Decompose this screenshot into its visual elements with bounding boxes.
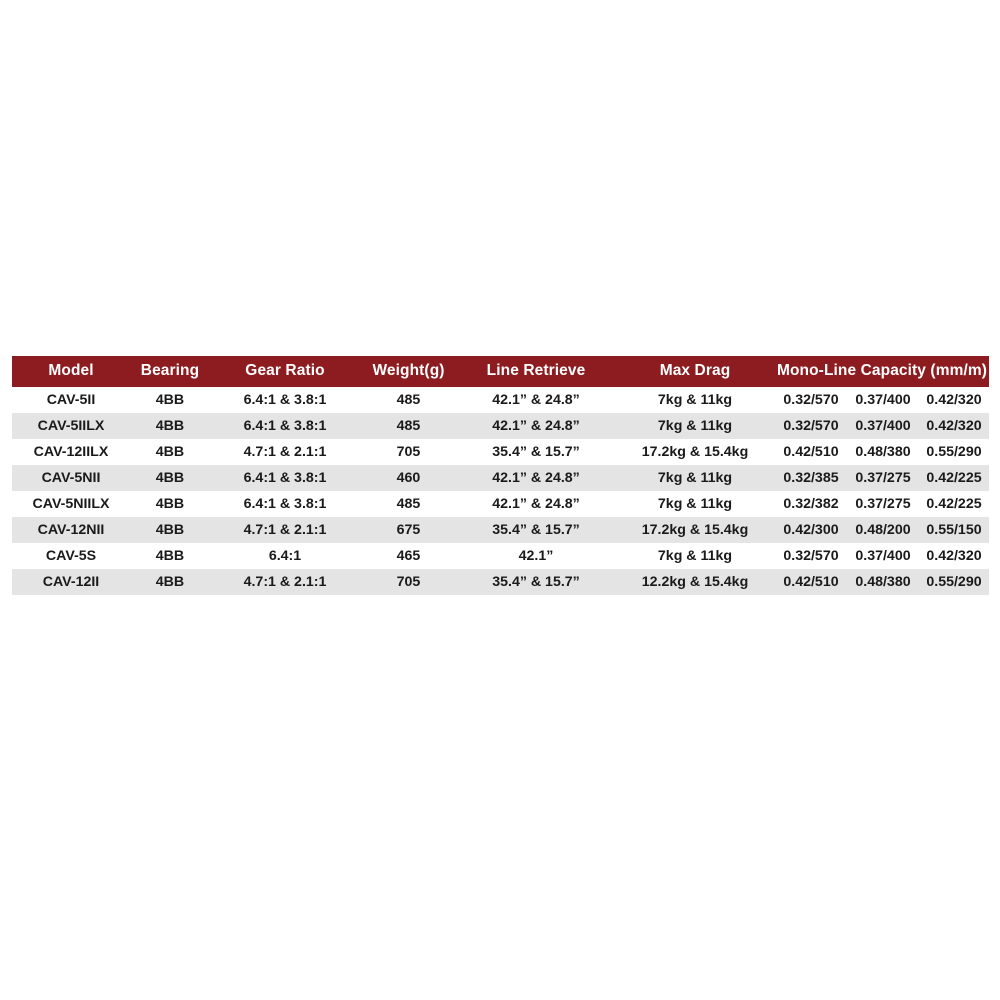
column-header-mono-line-capacity: Mono-Line Capacity (mm/m) (776, 362, 988, 379)
spec-table-container: Model Bearing Gear Ratio Weight(g) Line … (12, 356, 989, 595)
cell-mono-capacity-1: 0.42/510 (783, 574, 839, 590)
cell-mono-capacity-1: 0.32/570 (783, 548, 839, 564)
cell-bearing: 4BB (155, 522, 185, 538)
cell-mono-capacity-1: 0.42/300 (783, 522, 839, 538)
cell-mono-capacity-3: 0.42/320 (926, 392, 982, 408)
cell-bearing: 4BB (155, 470, 185, 486)
cell-mono-capacity-2: 0.48/380 (855, 574, 911, 590)
cell-gear-ratio: 6.4:1 & 3.8:1 (243, 392, 327, 408)
cell-model: CAV-5NIILX (32, 496, 110, 512)
column-header-model: Model (48, 362, 94, 379)
cell-mono-capacity-3: 0.55/290 (926, 574, 982, 590)
column-header-line-retrieve: Line Retrieve (486, 362, 586, 379)
cell-mono-capacity-1: 0.32/570 (783, 418, 839, 434)
cell-bearing: 4BB (155, 548, 185, 564)
cell-mono-capacity-3: 0.55/290 (926, 444, 982, 460)
cell-weight: 705 (396, 444, 421, 460)
cell-weight: 705 (396, 574, 421, 590)
cell-bearing: 4BB (155, 574, 185, 590)
cell-line-retrieve: 35.4” & 15.7” (492, 574, 580, 590)
cell-max-drag: 7kg & 11kg (657, 392, 733, 408)
cell-max-drag: 17.2kg & 15.4kg (641, 444, 749, 460)
table-header-row: Model Bearing Gear Ratio Weight(g) Line … (12, 356, 989, 387)
table-row: CAV-12NII 4BB 4.7:1 & 2.1:1 675 35.4” & … (12, 517, 989, 543)
cell-max-drag: 12.2kg & 15.4kg (641, 574, 749, 590)
cell-gear-ratio: 4.7:1 & 2.1:1 (243, 574, 327, 590)
cell-weight: 460 (396, 470, 421, 486)
table-header: Model Bearing Gear Ratio Weight(g) Line … (12, 356, 989, 387)
cell-mono-capacity-2: 0.37/275 (855, 496, 911, 512)
cell-line-retrieve: 42.1” & 24.8” (492, 418, 580, 434)
cell-mono-capacity-1: 0.32/570 (783, 392, 839, 408)
cell-bearing: 4BB (155, 444, 185, 460)
reel-specification-table: Model Bearing Gear Ratio Weight(g) Line … (12, 356, 989, 595)
table-row: CAV-5II 4BB 6.4:1 & 3.8:1 485 42.1” & 24… (12, 387, 989, 413)
cell-max-drag: 17.2kg & 15.4kg (641, 522, 749, 538)
cell-gear-ratio: 4.7:1 & 2.1:1 (243, 444, 327, 460)
cell-mono-capacity-1: 0.42/510 (783, 444, 839, 460)
cell-mono-capacity-3: 0.42/225 (926, 470, 982, 486)
cell-gear-ratio: 6.4:1 (268, 548, 302, 564)
cell-bearing: 4BB (155, 496, 185, 512)
cell-weight: 485 (396, 392, 421, 408)
table-row: CAV-5NII 4BB 6.4:1 & 3.8:1 460 42.1” & 2… (12, 465, 989, 491)
cell-line-retrieve: 42.1” (518, 548, 554, 564)
cell-model: CAV-12NII (37, 522, 105, 538)
cell-gear-ratio: 6.4:1 & 3.8:1 (243, 470, 327, 486)
column-header-gear-ratio: Gear Ratio (245, 362, 325, 379)
cell-gear-ratio: 4.7:1 & 2.1:1 (243, 522, 327, 538)
cell-max-drag: 7kg & 11kg (657, 470, 733, 486)
table-body: CAV-5II 4BB 6.4:1 & 3.8:1 485 42.1” & 24… (12, 387, 989, 595)
cell-model: CAV-5S (45, 548, 97, 564)
cell-gear-ratio: 6.4:1 & 3.8:1 (243, 496, 327, 512)
cell-gear-ratio: 6.4:1 & 3.8:1 (243, 418, 327, 434)
cell-mono-capacity-1: 0.32/382 (783, 496, 839, 512)
cell-mono-capacity-2: 0.37/400 (855, 548, 911, 564)
cell-bearing: 4BB (155, 418, 185, 434)
cell-mono-capacity-2: 0.48/380 (855, 444, 911, 460)
table-row: CAV-5IILX 4BB 6.4:1 & 3.8:1 485 42.1” & … (12, 413, 989, 439)
cell-mono-capacity-3: 0.42/320 (926, 548, 982, 564)
cell-mono-capacity-2: 0.48/200 (855, 522, 911, 538)
cell-model: CAV-12IILX (33, 444, 109, 460)
table-row: CAV-5NIILX 4BB 6.4:1 & 3.8:1 485 42.1” &… (12, 491, 989, 517)
cell-line-retrieve: 35.4” & 15.7” (492, 444, 580, 460)
cell-line-retrieve: 42.1” & 24.8” (492, 496, 580, 512)
cell-weight: 675 (396, 522, 421, 538)
cell-weight: 485 (396, 418, 421, 434)
table-row: CAV-12IILX 4BB 4.7:1 & 2.1:1 705 35.4” &… (12, 439, 989, 465)
cell-model: CAV-5II (46, 392, 96, 408)
cell-mono-capacity-3: 0.42/225 (926, 496, 982, 512)
cell-line-retrieve: 42.1” & 24.8” (492, 470, 580, 486)
table-row: CAV-12II 4BB 4.7:1 & 2.1:1 705 35.4” & 1… (12, 569, 989, 595)
cell-model: CAV-12II (42, 574, 100, 590)
cell-max-drag: 7kg & 11kg (657, 418, 733, 434)
table-row: CAV-5S 4BB 6.4:1 465 42.1” 7kg & 11kg 0.… (12, 543, 989, 569)
cell-mono-capacity-2: 0.37/400 (855, 418, 911, 434)
column-header-weight: Weight(g) (372, 362, 445, 379)
cell-max-drag: 7kg & 11kg (657, 548, 733, 564)
cell-mono-capacity-2: 0.37/400 (855, 392, 911, 408)
cell-max-drag: 7kg & 11kg (657, 496, 733, 512)
cell-mono-capacity-1: 0.32/385 (783, 470, 839, 486)
cell-weight: 465 (396, 548, 421, 564)
column-header-bearing: Bearing (140, 362, 200, 379)
cell-mono-capacity-3: 0.42/320 (926, 418, 982, 434)
cell-bearing: 4BB (155, 392, 185, 408)
cell-model: CAV-5NII (41, 470, 101, 486)
cell-mono-capacity-3: 0.55/150 (926, 522, 982, 538)
cell-mono-capacity-2: 0.37/275 (855, 470, 911, 486)
cell-model: CAV-5IILX (37, 418, 105, 434)
cell-weight: 485 (396, 496, 421, 512)
cell-line-retrieve: 42.1” & 24.8” (492, 392, 580, 408)
cell-line-retrieve: 35.4” & 15.7” (492, 522, 580, 538)
column-header-max-drag: Max Drag (659, 362, 731, 379)
